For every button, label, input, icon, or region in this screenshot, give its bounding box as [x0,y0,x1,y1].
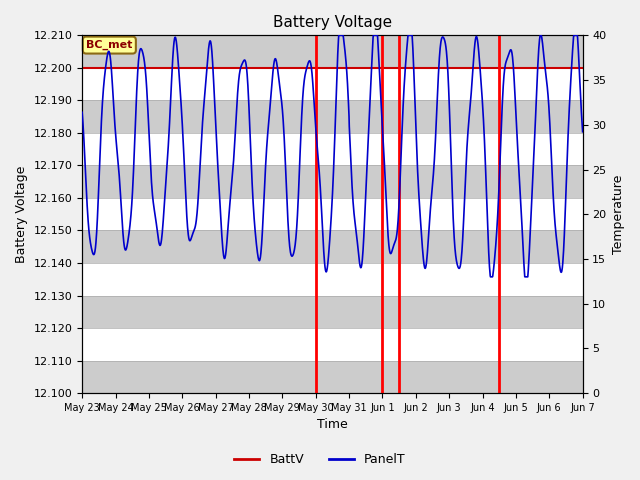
Bar [82,166,582,198]
Bar [82,36,582,68]
Text: BC_met: BC_met [86,40,132,50]
Title: Battery Voltage: Battery Voltage [273,15,392,30]
Y-axis label: Battery Voltage: Battery Voltage [15,166,28,263]
X-axis label: Time: Time [317,419,348,432]
Legend: BattV, PanelT: BattV, PanelT [229,448,411,471]
Bar [82,296,582,328]
Bar [82,100,582,133]
Bar [82,328,582,360]
Bar [82,198,582,230]
Bar [82,68,582,100]
Bar [82,263,582,296]
Bar [82,360,582,393]
Bar [82,133,582,166]
Bar [82,230,582,263]
Y-axis label: Temperature: Temperature [612,175,625,254]
